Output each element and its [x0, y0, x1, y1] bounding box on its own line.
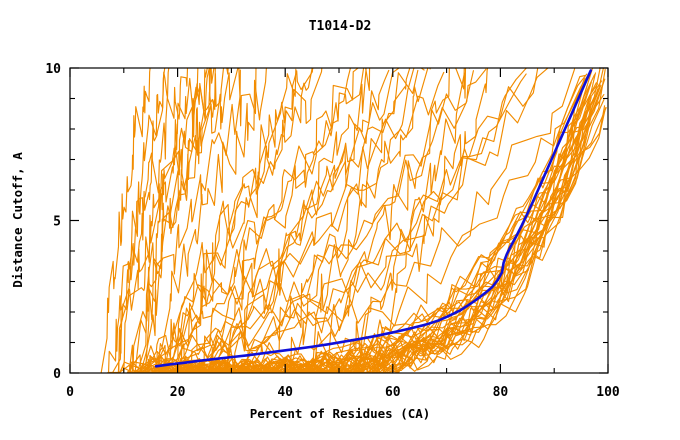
model-curve — [117, 68, 199, 373]
plot-area — [100, 68, 607, 373]
axes-group: 0 20 40 60 80 100 0 5 10 — [45, 62, 620, 400]
model-curve — [283, 68, 431, 373]
model-curve — [141, 68, 576, 373]
model-curve — [134, 68, 229, 373]
model-curve — [305, 68, 465, 373]
model-curve — [137, 70, 474, 373]
model-curve — [118, 68, 189, 373]
x-tick-label: 0 — [66, 385, 74, 400]
y-axis-ticks — [70, 67, 608, 374]
model-curve — [127, 68, 487, 373]
model-curve — [223, 69, 390, 373]
model-curve — [180, 68, 323, 373]
model-curves-group — [100, 68, 607, 373]
reference-curve — [154, 69, 593, 368]
model-curve — [157, 80, 587, 373]
reference-curve-group — [154, 69, 593, 368]
x-tick-label: 20 — [170, 385, 186, 400]
model-curve — [145, 73, 588, 373]
model-curve — [100, 68, 151, 373]
model-curve — [128, 68, 216, 373]
y-axis-label: Distance Cutoff, A — [10, 152, 25, 288]
model-curve — [152, 68, 267, 373]
model-curve — [157, 68, 320, 373]
x-tick-label: 60 — [385, 385, 401, 400]
x-axis-tick-labels: 0 20 40 60 80 100 — [66, 385, 620, 400]
x-axis-label: Percent of Residues (CA) — [250, 406, 431, 421]
y-tick-label: 10 — [45, 62, 61, 77]
model-curve — [332, 68, 470, 373]
model-curve — [138, 68, 297, 373]
model-curve — [129, 68, 400, 373]
model-curve — [107, 68, 166, 373]
chart-title: T1014-D2 — [309, 19, 372, 34]
x-tick-label: 40 — [277, 385, 293, 400]
model-curve — [207, 68, 373, 373]
y-axis-tick-labels: 0 5 10 — [45, 62, 61, 382]
model-curve — [144, 68, 211, 373]
x-tick-label: 100 — [596, 385, 620, 400]
model-curve — [133, 74, 586, 373]
model-curve — [251, 68, 411, 373]
model-curve — [136, 68, 241, 373]
x-tick-label: 80 — [493, 385, 509, 400]
model-curve — [164, 68, 314, 373]
y-tick-label: 5 — [53, 215, 61, 230]
model-curve — [185, 68, 352, 373]
model-curve — [366, 68, 489, 373]
y-tick-label: 0 — [53, 367, 61, 382]
x-axis-ticks — [69, 68, 609, 373]
